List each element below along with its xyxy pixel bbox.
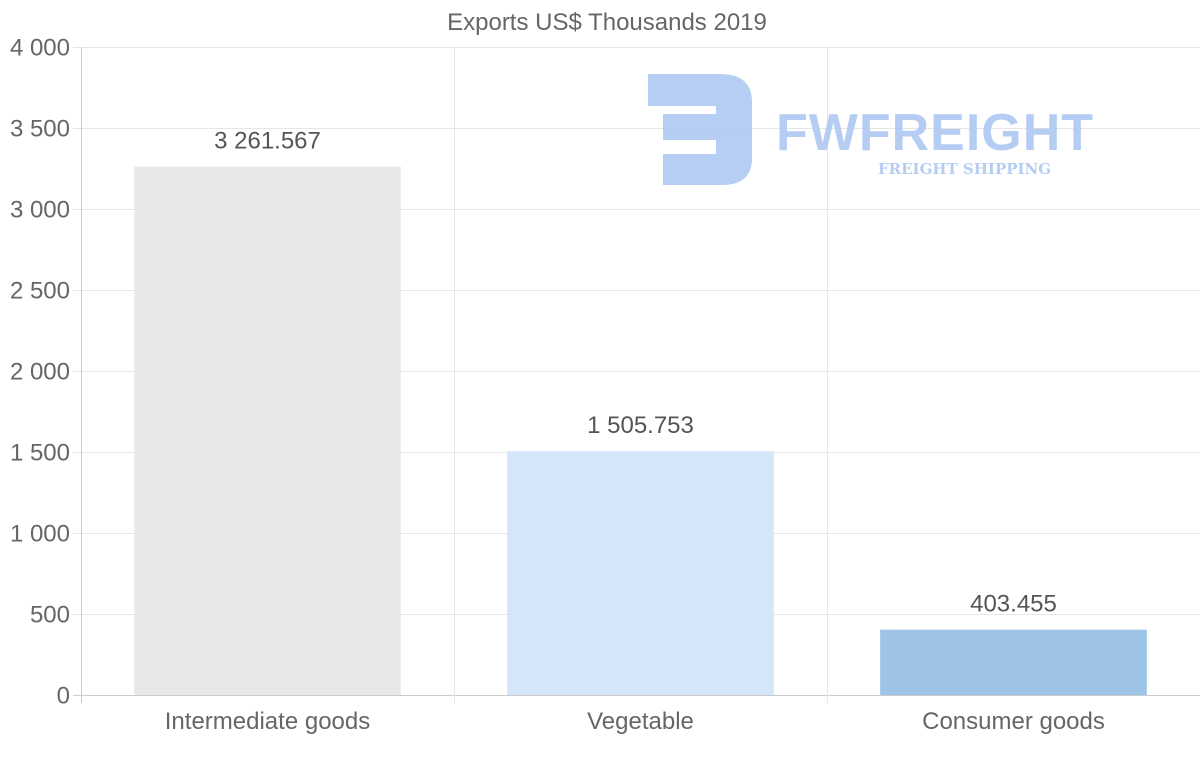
bar: [507, 451, 774, 695]
bars-layer: [134, 166, 1147, 695]
labels-layer: 0 500 1 000 1 500 2 000 2 500 3 000 3 500 4 000 3…: [10, 35, 1105, 736]
watermark-logo: FWFREIGHT FREIGHT SHIPPING: [648, 74, 1094, 185]
y-tick-label: 2 000: [10, 359, 70, 386]
watermark-logo-mark: [648, 74, 752, 185]
watermark-tagline: FREIGHT SHIPPING: [878, 160, 1051, 178]
data-label: 1 505.753: [587, 412, 694, 439]
y-tick-label: 1 000: [10, 521, 70, 548]
y-tick-label: 4 000: [10, 35, 70, 62]
data-label: 403.455: [970, 591, 1057, 618]
y-tick-label: 1 500: [10, 440, 70, 467]
y-tick-label: 2 500: [10, 278, 70, 305]
watermark-brand: FWFREIGHT: [776, 104, 1094, 162]
y-tick-label: 3 000: [10, 197, 70, 224]
chart-title: Exports US$ Thousands 2019: [447, 9, 767, 36]
y-tick-label: 500: [30, 602, 70, 629]
bar: [880, 629, 1147, 695]
x-tick-label: Consumer goods: [922, 708, 1105, 735]
y-tick-label: 0: [57, 683, 70, 710]
data-label: 3 261.567: [214, 128, 321, 155]
x-tick-label: Vegetable: [587, 708, 694, 735]
y-tick-label: 3 500: [10, 116, 70, 143]
x-tick-label: Intermediate goods: [165, 708, 370, 735]
bar: [134, 166, 401, 695]
